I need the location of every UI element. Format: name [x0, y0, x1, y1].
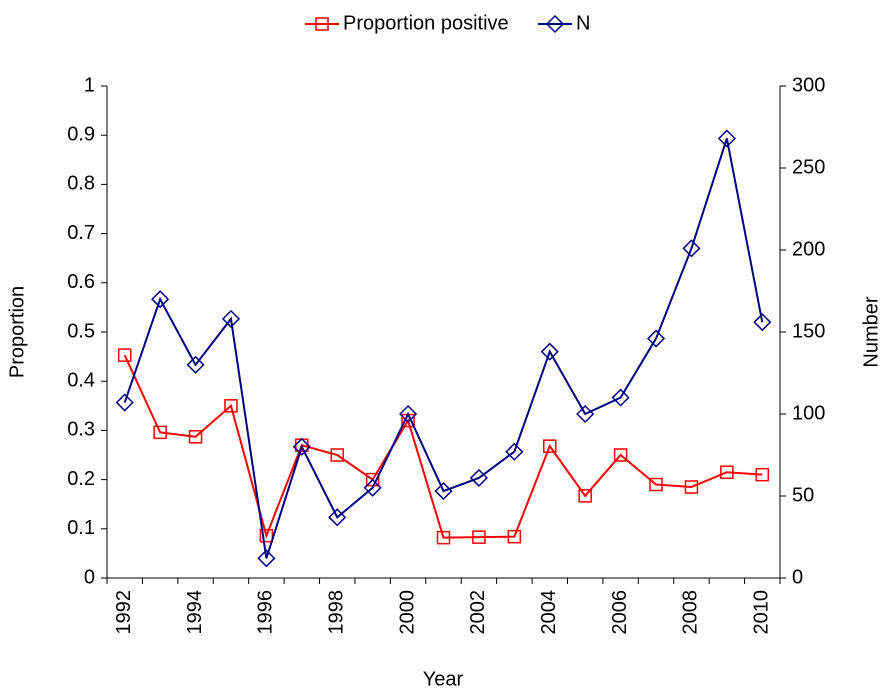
- marker: [755, 467, 770, 482]
- y2-tick-label: 150: [792, 320, 825, 342]
- x-tick-label: 1996: [255, 590, 277, 635]
- y-tick-label: 1: [84, 74, 95, 96]
- marker: [399, 404, 418, 424]
- marker: [115, 393, 134, 412]
- y-tick-label: 0.1: [67, 517, 95, 539]
- y2-tick-label: 100: [792, 402, 825, 424]
- series-line: [123, 354, 763, 539]
- x-tick-label: 2000: [396, 590, 418, 635]
- marker: [649, 477, 663, 492]
- marker: [720, 465, 734, 479]
- marker: [186, 355, 205, 374]
- y-axis-label: Proportion: [6, 286, 28, 378]
- legend-label: N: [576, 12, 590, 34]
- y-tick-label: 0.2: [67, 468, 95, 490]
- marker: [543, 439, 557, 453]
- marker: [545, 14, 565, 34]
- x-tick-label: 2002: [467, 590, 489, 635]
- y2-axis-label: Number: [860, 296, 882, 367]
- y-tick-label: 0.9: [67, 123, 95, 145]
- y2-tick-label: 300: [792, 74, 825, 96]
- marker: [117, 348, 132, 362]
- marker: [328, 508, 347, 527]
- x-tick-label: 2006: [609, 590, 631, 635]
- x-tick-label: 2004: [538, 590, 560, 635]
- marker: [315, 17, 329, 31]
- x-tick-label: 1998: [326, 590, 348, 635]
- marker: [330, 448, 344, 462]
- x-axis-label: Year: [423, 668, 464, 690]
- marker: [434, 482, 453, 501]
- legend-label: Proportion positive: [343, 12, 509, 34]
- x-tick-label: 2008: [680, 590, 702, 635]
- marker: [221, 309, 241, 328]
- y-tick-label: 0.5: [67, 320, 95, 342]
- x-tick-label: 1992: [113, 590, 135, 635]
- marker: [363, 478, 382, 497]
- marker: [682, 239, 701, 258]
- marker: [507, 529, 522, 544]
- y2-tick-label: 200: [792, 238, 825, 260]
- y2-tick-label: 0: [792, 566, 803, 588]
- marker: [540, 342, 559, 361]
- marker: [472, 530, 486, 544]
- marker: [151, 290, 170, 309]
- y-tick-label: 0.8: [67, 173, 95, 195]
- y2-tick-label: 50: [792, 484, 814, 506]
- marker: [292, 437, 311, 456]
- marker: [257, 549, 276, 568]
- marker: [576, 404, 595, 424]
- marker: [684, 480, 699, 494]
- marker: [646, 329, 666, 348]
- marker: [469, 468, 488, 488]
- marker: [717, 129, 736, 148]
- x-tick-label: 2010: [751, 590, 773, 635]
- marker: [753, 313, 772, 332]
- marker: [188, 430, 203, 444]
- marker: [611, 388, 630, 407]
- marker: [505, 442, 524, 461]
- y2-tick-label: 250: [792, 156, 825, 178]
- series-line: [123, 138, 764, 559]
- x-tick-label: 1994: [184, 590, 206, 635]
- marker: [578, 489, 592, 503]
- marker: [153, 425, 167, 440]
- marker: [436, 530, 451, 545]
- marker: [259, 528, 274, 543]
- y-tick-label: 0: [84, 566, 95, 588]
- marker: [224, 399, 238, 413]
- marker: [613, 448, 628, 462]
- y-tick-label: 0.6: [67, 271, 95, 293]
- y-tick-label: 0.7: [67, 222, 95, 244]
- y-tick-label: 0.3: [67, 419, 95, 441]
- y-tick-label: 0.4: [67, 369, 95, 391]
